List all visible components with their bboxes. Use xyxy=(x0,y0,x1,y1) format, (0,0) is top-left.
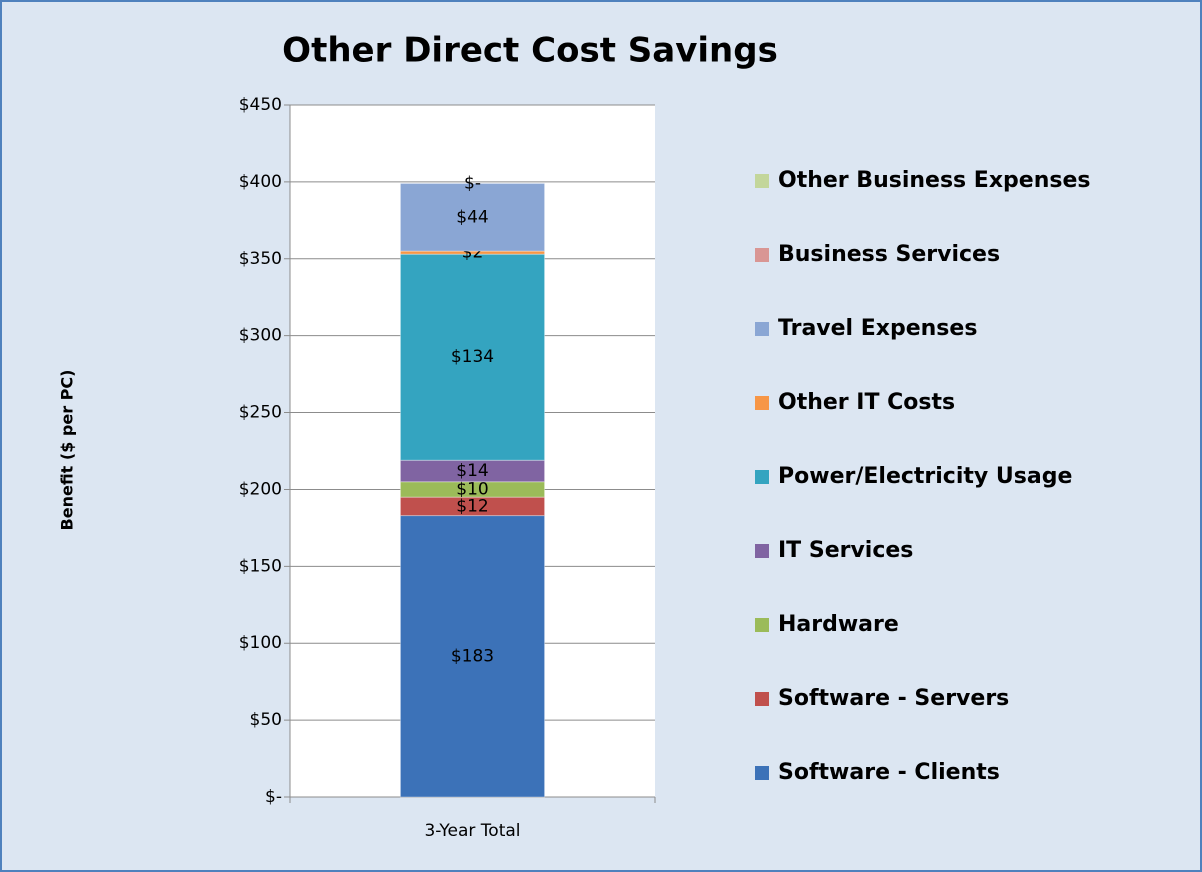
legend-label: Software - Clients xyxy=(778,760,1000,785)
legend-swatch xyxy=(755,692,769,706)
legend-swatch xyxy=(755,322,769,336)
data-label: $44 xyxy=(456,207,488,227)
legend-swatch xyxy=(755,470,769,484)
data-label: $10 xyxy=(456,479,488,499)
legend-label: Software - Servers xyxy=(778,686,1009,711)
y-tick-label: $400 xyxy=(239,172,282,192)
y-tick-label: $- xyxy=(265,787,282,807)
bar-segment xyxy=(399,515,546,798)
legend-label: Business Services xyxy=(778,242,1000,267)
y-tick-label: $100 xyxy=(239,633,282,653)
legend-swatch xyxy=(755,766,769,780)
y-tick-label: $200 xyxy=(239,479,282,499)
data-label: $12 xyxy=(456,496,488,516)
y-axis-title: Benefit ($ per PC) xyxy=(58,370,77,531)
y-tick-label: $250 xyxy=(239,403,282,423)
chart-title: Other Direct Cost Savings xyxy=(282,31,778,71)
y-tick-label: $350 xyxy=(239,249,282,269)
bar-segment xyxy=(399,253,546,461)
y-tick-label: $50 xyxy=(250,710,282,730)
data-label: $183 xyxy=(451,646,494,666)
data-label: $134 xyxy=(451,347,494,367)
legend-swatch xyxy=(755,248,769,262)
data-label: $14 xyxy=(456,461,488,481)
legend-label: Other Business Expenses xyxy=(778,168,1090,193)
legend-label: IT Services xyxy=(778,538,913,563)
y-tick-label: $300 xyxy=(239,326,282,346)
y-tick-label: $450 xyxy=(239,95,282,115)
legend-label: Hardware xyxy=(778,612,899,637)
legend-swatch xyxy=(755,544,769,558)
legend-label: Power/Electricity Usage xyxy=(778,464,1072,489)
legend-swatch xyxy=(755,396,769,410)
legend-label: Travel Expenses xyxy=(778,316,977,341)
legend-label: Other IT Costs xyxy=(778,390,955,415)
legend-swatch xyxy=(755,618,769,632)
data-label: $- xyxy=(464,173,481,193)
legend-swatch xyxy=(755,174,769,188)
bar-segment xyxy=(399,182,546,252)
y-tick-label: $150 xyxy=(239,556,282,576)
x-tick-label: 3-Year Total xyxy=(424,821,520,841)
